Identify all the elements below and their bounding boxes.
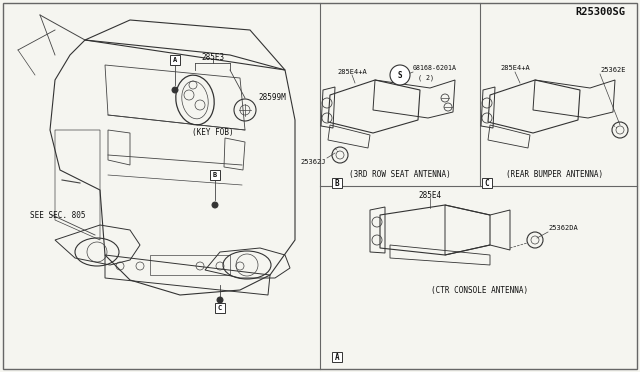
Text: A: A [335,353,339,362]
Text: 08168-6201A: 08168-6201A [413,65,457,71]
Circle shape [217,297,223,303]
Circle shape [172,87,178,93]
Text: 25362DA: 25362DA [548,225,578,231]
Text: S: S [397,71,403,80]
Circle shape [390,65,410,85]
Text: B: B [213,172,217,178]
Text: (3RD ROW SEAT ANTENNA): (3RD ROW SEAT ANTENNA) [349,170,451,180]
Text: 25362E: 25362E [600,67,625,73]
Bar [170,55,180,65]
Bar [215,303,225,313]
Text: C: C [484,179,490,187]
Bar [332,178,342,188]
Text: B: B [335,179,339,187]
Text: 285E4: 285E4 [419,190,442,199]
Text: ( 2): ( 2) [418,75,434,81]
Bar [150,255,230,275]
Circle shape [212,202,218,208]
Text: (KEY FOB): (KEY FOB) [192,128,234,137]
Text: 285E4+A: 285E4+A [500,65,530,71]
Text: R25300SG: R25300SG [575,7,625,17]
Text: C: C [218,305,222,311]
Text: 285E4+A: 285E4+A [337,69,367,75]
Bar [482,178,492,188]
Text: (CTR CONSOLE ANTENNA): (CTR CONSOLE ANTENNA) [431,285,529,295]
Text: 25362J: 25362J [301,159,326,165]
Text: SEE SEC. 805: SEE SEC. 805 [30,211,86,219]
Bar [210,170,220,180]
Text: (REAR BUMPER ANTENNA): (REAR BUMPER ANTENNA) [506,170,604,180]
Text: 28599M: 28599M [258,93,285,103]
Text: A: A [173,57,177,63]
Bar [332,352,342,362]
Text: 285E3: 285E3 [202,54,225,62]
